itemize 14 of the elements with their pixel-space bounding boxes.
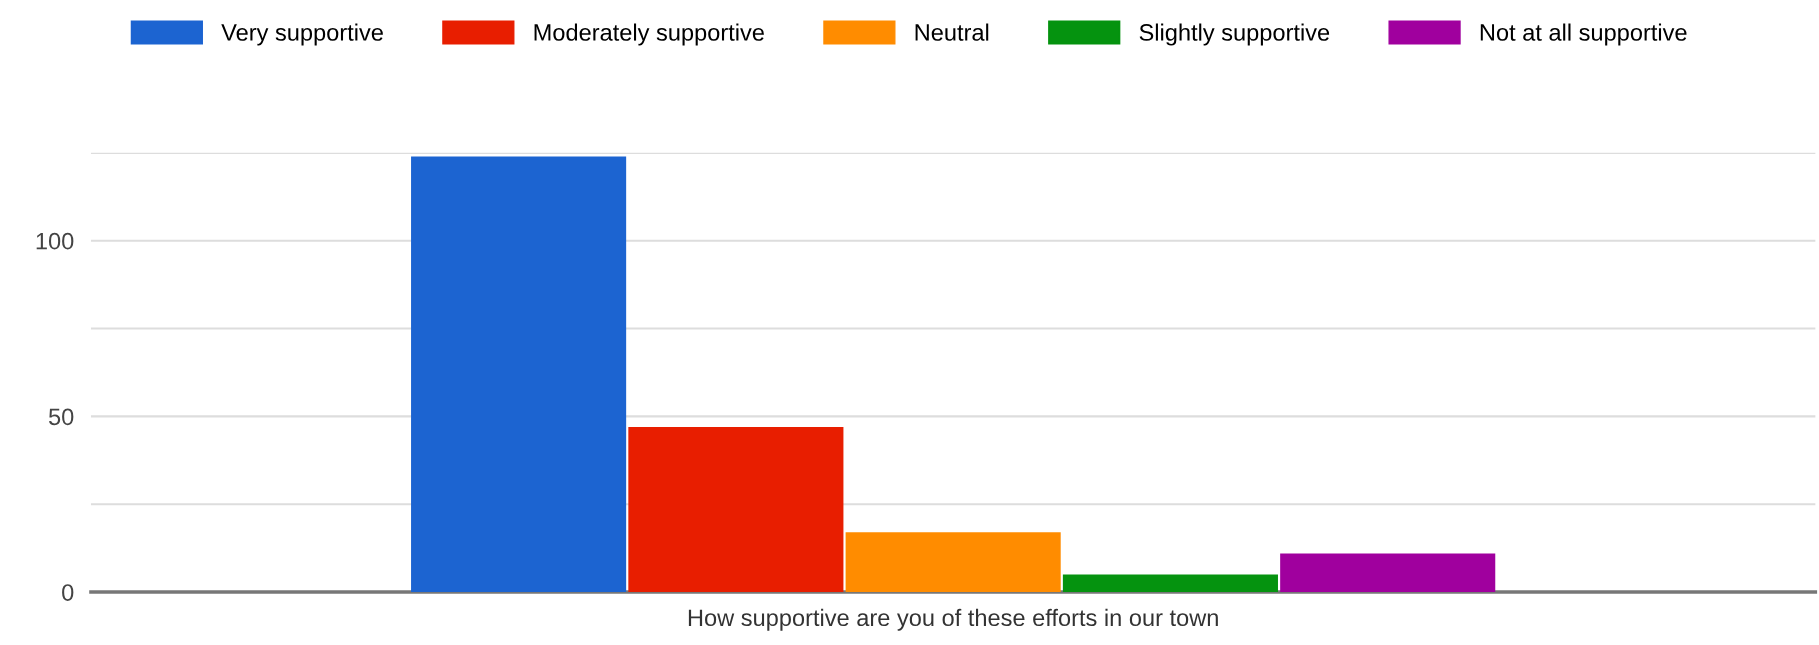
bar — [411, 156, 627, 593]
bar — [1280, 553, 1496, 593]
x-tick-label: How supportive are you of these efforts in our town — [688, 608, 1218, 631]
y-tick-label: 50 — [48, 408, 74, 426]
y-tick-label: 100 — [36, 232, 74, 250]
legend-label: Slightly supportive — [1139, 23, 1330, 46]
legend-label: Moderately supportive — [534, 23, 764, 46]
bar — [845, 532, 1061, 593]
legend-label: Not at all supportive — [1480, 23, 1687, 46]
y-tick-label: 0 — [62, 584, 74, 601]
bar — [628, 426, 844, 593]
legend-label: Very supportive — [221, 23, 383, 46]
legend-label: Neutral — [915, 23, 989, 41]
bar — [1062, 574, 1278, 593]
